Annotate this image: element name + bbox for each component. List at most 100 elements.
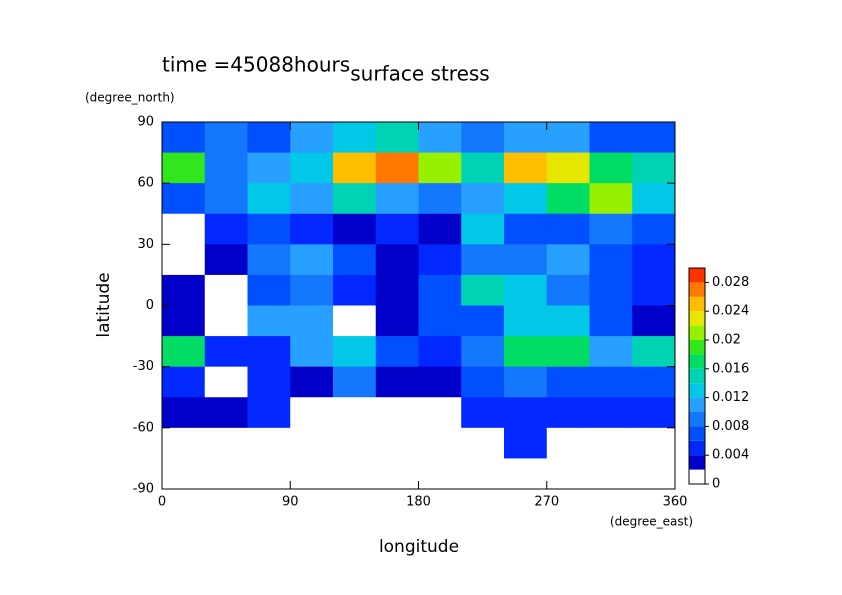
heat-cell bbox=[418, 183, 462, 215]
y-tick-label: 30 bbox=[137, 237, 154, 252]
colorbar-tick-label: 0.028 bbox=[712, 275, 749, 290]
heat-cell bbox=[632, 305, 676, 337]
colorbar-band bbox=[689, 268, 705, 283]
heat-cell bbox=[418, 122, 462, 154]
heat-cell bbox=[418, 397, 462, 429]
heat-cell bbox=[162, 427, 206, 459]
heat-cell bbox=[204, 122, 248, 154]
heat-cell bbox=[375, 183, 419, 215]
heat-cell bbox=[375, 244, 419, 276]
heat-cell bbox=[589, 183, 633, 215]
heat-cell bbox=[333, 336, 377, 368]
heat-cell bbox=[290, 336, 334, 368]
colorbar-band bbox=[689, 296, 705, 312]
heat-cell bbox=[247, 213, 291, 245]
heat-cell bbox=[504, 336, 548, 368]
colorbar-frame bbox=[688, 267, 706, 485]
heat-cell bbox=[375, 274, 419, 306]
chart-title: surface stress bbox=[350, 62, 489, 86]
heat-cell bbox=[204, 458, 248, 490]
colorbar-tick-label: 0.008 bbox=[712, 419, 749, 434]
heat-cell bbox=[162, 305, 206, 337]
heat-cell bbox=[461, 427, 505, 459]
heat-cell bbox=[418, 305, 462, 337]
heat-cell bbox=[461, 336, 505, 368]
heat-cell bbox=[290, 213, 334, 245]
y-axis-label: latitude bbox=[94, 272, 114, 337]
heat-cell bbox=[504, 122, 548, 154]
heat-cell bbox=[461, 305, 505, 337]
heat-cell bbox=[504, 274, 548, 306]
heat-cell bbox=[290, 152, 334, 184]
heat-cell bbox=[632, 122, 676, 154]
heat-cell bbox=[204, 336, 248, 368]
heat-cell bbox=[290, 274, 334, 306]
heat-cell bbox=[290, 366, 334, 398]
heat-cell bbox=[162, 274, 206, 306]
y-unit: (degree_north) bbox=[85, 91, 175, 105]
heat-cell bbox=[461, 397, 505, 429]
chart-subtitle: time =45088hours bbox=[162, 53, 350, 77]
colorbar-band bbox=[689, 282, 705, 297]
heat-cell bbox=[333, 397, 377, 429]
heat-cell bbox=[589, 152, 633, 184]
heat-cell bbox=[290, 122, 334, 154]
heat-cell bbox=[333, 122, 377, 154]
heat-cell bbox=[290, 427, 334, 459]
heat-cell bbox=[375, 458, 419, 490]
heat-cell bbox=[589, 305, 633, 337]
heat-cell bbox=[375, 122, 419, 154]
heat-cell bbox=[375, 213, 419, 245]
y-tick-label: -90 bbox=[133, 482, 154, 497]
colorbar-band bbox=[689, 325, 705, 340]
heat-cell bbox=[247, 244, 291, 276]
heat-cell bbox=[418, 244, 462, 276]
heat-cell bbox=[375, 427, 419, 459]
heat-cell bbox=[333, 183, 377, 215]
heat-cell bbox=[418, 213, 462, 245]
heat-cell bbox=[546, 152, 590, 184]
heat-cell bbox=[504, 458, 548, 490]
heat-cell bbox=[418, 152, 462, 184]
heat-cell bbox=[504, 427, 548, 459]
heat-cell bbox=[589, 274, 633, 306]
heat-cell bbox=[247, 183, 291, 215]
colorbar-band bbox=[689, 455, 705, 470]
heat-cell bbox=[204, 305, 248, 337]
heat-cell bbox=[589, 397, 633, 429]
heat-cell bbox=[546, 213, 590, 245]
heat-cell bbox=[546, 336, 590, 368]
heat-cell bbox=[290, 305, 334, 337]
colorbar-tick-label: 0.016 bbox=[712, 361, 749, 376]
heat-cell bbox=[632, 244, 676, 276]
heat-cell bbox=[333, 213, 377, 245]
heat-cell bbox=[461, 122, 505, 154]
y-tick-label: 60 bbox=[137, 176, 154, 191]
heat-cell bbox=[162, 183, 206, 215]
heat-cell bbox=[333, 458, 377, 490]
heat-cell bbox=[504, 397, 548, 429]
colorbar-tick-label: 0.024 bbox=[712, 304, 749, 319]
heat-cell bbox=[247, 427, 291, 459]
heat-cell bbox=[204, 152, 248, 184]
heat-cell bbox=[162, 397, 206, 429]
heat-cell bbox=[375, 397, 419, 429]
heat-cell bbox=[589, 366, 633, 398]
heat-cell bbox=[632, 366, 676, 398]
heat-cell bbox=[632, 152, 676, 184]
heat-cell bbox=[247, 397, 291, 429]
heat-cell bbox=[632, 397, 676, 429]
heat-cell bbox=[162, 366, 206, 398]
heat-cell bbox=[290, 183, 334, 215]
x-tick-label: 180 bbox=[406, 495, 431, 510]
heat-cell bbox=[546, 397, 590, 429]
x-tick-label: 0 bbox=[158, 495, 166, 510]
heat-cell bbox=[504, 152, 548, 184]
heat-cell bbox=[589, 427, 633, 459]
heat-cell bbox=[418, 336, 462, 368]
colorbar-band bbox=[689, 426, 705, 441]
heat-cell bbox=[162, 336, 206, 368]
heat-cell bbox=[632, 274, 676, 306]
colorbar-band bbox=[689, 440, 705, 456]
heat-cell bbox=[418, 458, 462, 490]
